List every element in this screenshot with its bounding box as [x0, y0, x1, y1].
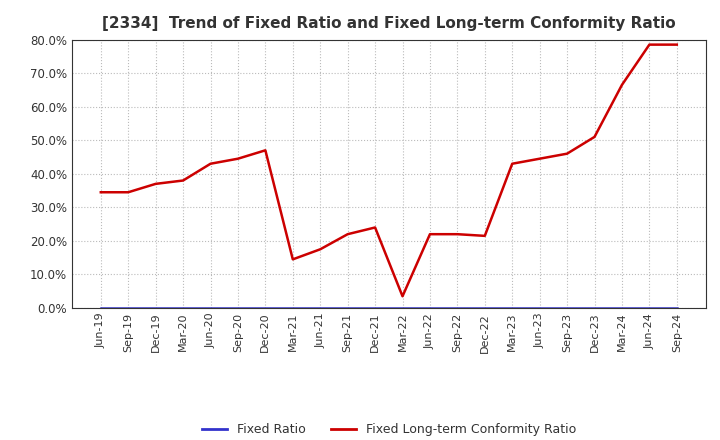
Fixed Long-term Conformity Ratio [371, 225, 379, 230]
Fixed Long-term Conformity Ratio [508, 161, 516, 166]
Fixed Ratio [233, 305, 242, 311]
Fixed Ratio [480, 305, 489, 311]
Fixed Long-term Conformity Ratio [453, 231, 462, 237]
Fixed Long-term Conformity Ratio [179, 178, 187, 183]
Fixed Ratio [206, 305, 215, 311]
Fixed Ratio [151, 305, 160, 311]
Legend: Fixed Ratio, Fixed Long-term Conformity Ratio: Fixed Ratio, Fixed Long-term Conformity … [197, 418, 581, 440]
Fixed Ratio [426, 305, 434, 311]
Title: [2334]  Trend of Fixed Ratio and Fixed Long-term Conformity Ratio: [2334] Trend of Fixed Ratio and Fixed Lo… [102, 16, 675, 32]
Fixed Long-term Conformity Ratio [398, 293, 407, 299]
Fixed Ratio [343, 305, 352, 311]
Fixed Ratio [563, 305, 572, 311]
Fixed Ratio [672, 305, 681, 311]
Fixed Ratio [289, 305, 297, 311]
Line: Fixed Long-term Conformity Ratio: Fixed Long-term Conformity Ratio [101, 44, 677, 296]
Fixed Long-term Conformity Ratio [590, 134, 599, 139]
Fixed Long-term Conformity Ratio [672, 42, 681, 47]
Fixed Long-term Conformity Ratio [343, 231, 352, 237]
Fixed Long-term Conformity Ratio [96, 190, 105, 195]
Fixed Long-term Conformity Ratio [426, 231, 434, 237]
Fixed Ratio [124, 305, 132, 311]
Fixed Long-term Conformity Ratio [206, 161, 215, 166]
Fixed Long-term Conformity Ratio [233, 156, 242, 161]
Fixed Long-term Conformity Ratio [124, 190, 132, 195]
Fixed Long-term Conformity Ratio [645, 42, 654, 47]
Fixed Ratio [316, 305, 325, 311]
Fixed Ratio [261, 305, 270, 311]
Fixed Ratio [508, 305, 516, 311]
Fixed Ratio [645, 305, 654, 311]
Fixed Long-term Conformity Ratio [289, 257, 297, 262]
Fixed Long-term Conformity Ratio [261, 148, 270, 153]
Fixed Long-term Conformity Ratio [536, 156, 544, 161]
Fixed Ratio [453, 305, 462, 311]
Fixed Long-term Conformity Ratio [563, 151, 572, 156]
Fixed Long-term Conformity Ratio [151, 181, 160, 187]
Fixed Ratio [96, 305, 105, 311]
Fixed Ratio [179, 305, 187, 311]
Fixed Ratio [536, 305, 544, 311]
Fixed Long-term Conformity Ratio [316, 247, 325, 252]
Fixed Ratio [590, 305, 599, 311]
Fixed Long-term Conformity Ratio [618, 82, 626, 88]
Fixed Long-term Conformity Ratio [480, 233, 489, 238]
Fixed Ratio [371, 305, 379, 311]
Fixed Ratio [618, 305, 626, 311]
Fixed Ratio [398, 305, 407, 311]
